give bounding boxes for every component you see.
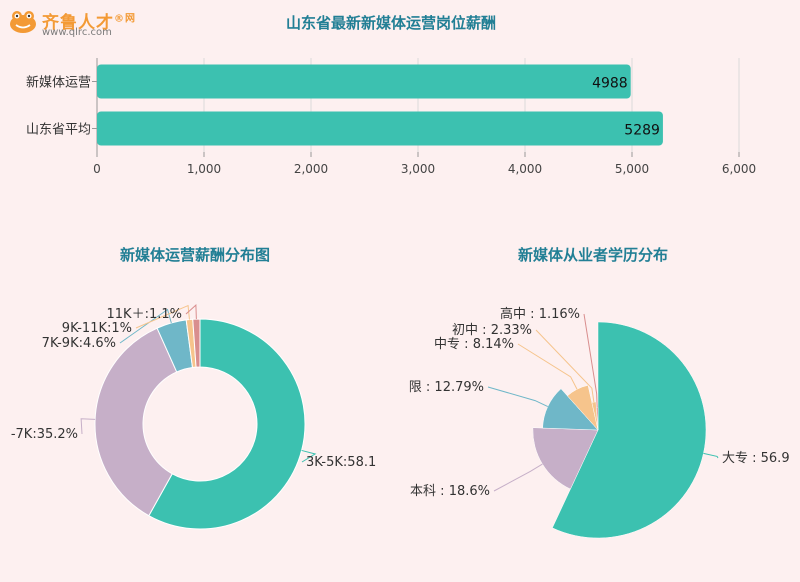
slice-label: 大专 : 56.9 — [722, 451, 790, 466]
slice-label: 本科 : 18.6% — [410, 484, 490, 499]
bar-chart-title: 山东省最新新媒体运营岗位薪酬 — [286, 14, 497, 32]
slice-leader-line — [135, 304, 190, 329]
slice-label: 9K-11K:1% — [62, 321, 132, 336]
x-tick-label: 2,000 — [294, 162, 328, 176]
slice-label: 限 : 12.79% — [409, 380, 484, 395]
slice-leader-line — [517, 343, 578, 390]
frog-logo-icon — [10, 11, 36, 33]
bar — [97, 111, 663, 146]
slice-leader-line — [487, 386, 549, 407]
x-tick-label: 0 — [93, 162, 101, 176]
x-tick-label: 5,000 — [615, 162, 649, 176]
slice-leader-line — [493, 463, 543, 492]
donut-chart-title: 新媒体运营薪酬分布图 — [120, 246, 271, 264]
brand-url: www.qlrc.com — [42, 27, 112, 38]
slice-leader-line — [583, 313, 598, 408]
x-tick-label: 3,000 — [401, 162, 435, 176]
bar — [97, 64, 631, 99]
slice-leader-line — [703, 452, 719, 459]
donut-slice — [94, 327, 178, 517]
x-tick-label: 6,000 — [722, 162, 756, 176]
category-label: 新媒体运营 — [26, 75, 91, 91]
slice-leader-line — [185, 303, 197, 320]
slice-leader-line — [119, 308, 172, 344]
slice-label: 3K-5K:58.1 — [306, 455, 376, 470]
slice-leader-line — [301, 449, 317, 463]
brand-name: 齐鲁人才®网 — [42, 13, 136, 33]
rose-slice — [567, 384, 599, 431]
donut-chart: 3K-5K:58.1 -7K:35.2% 7K-9K:4.6%9K-11K:1%11… — [11, 303, 376, 530]
brand-logo[interactable]: 齐鲁人才®网 www.qlrc.com — [8, 6, 148, 38]
slice-leader-line — [535, 329, 595, 403]
slice-label: 初中 : 2.33% — [452, 323, 532, 338]
rose-chart-title: 新媒体从业者学历分布 — [518, 246, 669, 264]
bar-value-label: 5289 — [624, 123, 660, 139]
slice-label: 7K-9K:4.6% — [42, 336, 116, 351]
donut-slice — [192, 318, 201, 368]
rose-slice — [596, 407, 599, 431]
slice-label: 11K＋:1.1% — [107, 307, 182, 322]
slice-label: 中专 : 8.14% — [434, 337, 514, 352]
x-tick-label: 1,000 — [187, 162, 221, 176]
bar-value-label: 4988 — [592, 76, 628, 92]
rose-slice — [552, 321, 707, 539]
slice-label: 高中 : 1.16% — [500, 306, 580, 322]
slice-label: -7K:35.2% — [11, 427, 78, 442]
category-label: 山东省平均 — [26, 123, 91, 138]
donut-slice — [148, 318, 306, 530]
x-tick-label: 4,000 — [508, 162, 542, 176]
bar-chart: 0 1,000 2,000 3,000 4,000 5,000 6,000 新媒体运营 4988… — [26, 58, 756, 176]
slice-leader-line — [80, 418, 96, 435]
